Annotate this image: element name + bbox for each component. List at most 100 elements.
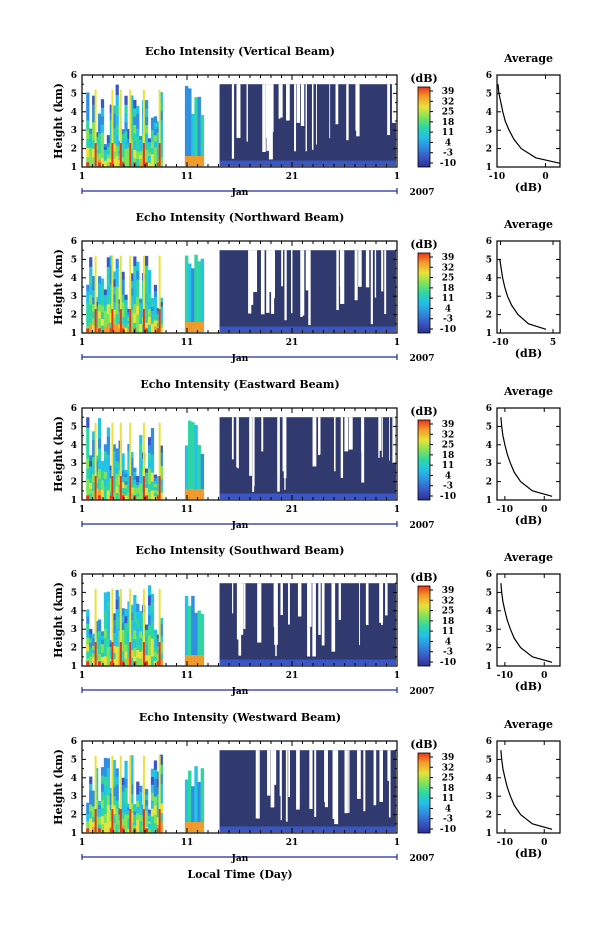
heatmap-gap <box>260 250 265 315</box>
average-y-tick-label: 1 <box>486 829 492 839</box>
heatmap-cell <box>115 816 119 825</box>
heatmap-fill <box>219 750 396 833</box>
heatmap-cell <box>89 471 93 478</box>
heatmap-cell <box>133 621 137 631</box>
heatmap-cell <box>100 311 105 319</box>
average-y-tick-label: 3 <box>486 292 492 302</box>
average-y-tick-label: 3 <box>486 792 492 802</box>
heatmap-cell <box>89 257 93 267</box>
heatmap-streak <box>119 476 122 500</box>
heatmap-cell <box>150 656 155 666</box>
heatmap-cell <box>184 654 189 666</box>
heatmap-cell <box>139 147 143 152</box>
heatmap-cell <box>145 141 149 150</box>
heatmap-cell <box>194 424 198 500</box>
heatmap-cell <box>106 591 111 602</box>
heatmap-cell <box>147 138 152 143</box>
colorbar-tick-label: 18 <box>442 784 455 794</box>
colorbar-tick-label: -3 <box>443 315 453 325</box>
heatmap-cell <box>147 645 152 656</box>
y-axis-label: Height (km) <box>52 249 65 325</box>
heatmap-cell <box>145 162 149 167</box>
heatmap-cell <box>115 590 119 600</box>
heatmap-cell <box>89 642 93 648</box>
heatmap-cell <box>86 284 90 291</box>
heatmap-cell <box>124 130 128 141</box>
heatmap-cell <box>92 649 96 654</box>
panel-title: Echo Intensity (Northward Beam) <box>136 211 345 224</box>
heatmap-cell <box>86 661 90 666</box>
y-tick-label: 1 <box>71 163 77 173</box>
average-y-tick-label: 4 <box>486 607 492 617</box>
heatmap-cell <box>130 302 134 311</box>
heatmap-cell <box>95 791 99 801</box>
heatmap-cell <box>100 823 105 833</box>
x-tick-label: 11 <box>181 172 194 182</box>
heatmap-gap <box>321 583 325 646</box>
heatmap-cell <box>112 814 116 824</box>
heatmap-cell <box>145 328 149 333</box>
average-x-label: (dB) <box>515 680 542 693</box>
heatmap-cell <box>100 132 105 142</box>
heatmap-cell <box>130 657 134 666</box>
heatmap-cell <box>159 485 163 493</box>
heatmap-cell <box>103 619 108 630</box>
heatmap-cell <box>145 133 149 142</box>
heatmap-gap <box>344 417 349 452</box>
heatmap-cell <box>103 785 108 796</box>
heatmap-cell <box>150 310 155 316</box>
heatmap-cell <box>133 157 137 167</box>
heatmap-cell <box>106 322 111 333</box>
heatmap-cell <box>95 471 99 478</box>
heatmap-cell <box>184 255 189 333</box>
heatmap-cell <box>130 612 134 621</box>
heatmap-cell <box>89 304 93 314</box>
heatmap-cell <box>200 654 205 666</box>
average-y-tick-label: 3 <box>486 459 492 469</box>
heatmap-gap <box>232 583 234 614</box>
heatmap-cell <box>106 158 111 163</box>
heatmap-streak <box>142 755 145 833</box>
colorbar-tick-label: 25 <box>442 607 455 617</box>
heatmap-cell <box>121 811 125 819</box>
heatmap-fill <box>219 417 396 500</box>
heatmap-cell <box>156 786 160 795</box>
heatmap-cell <box>95 816 99 825</box>
heatmap-cell <box>112 444 116 452</box>
heatmap-cell <box>100 494 105 500</box>
average-title: Average <box>503 52 553 65</box>
heatmap-cell <box>106 304 111 314</box>
heatmap-gap <box>354 250 358 301</box>
heatmap-cell <box>150 481 155 491</box>
heatmap-cell <box>150 638 155 648</box>
heatmap-cell <box>124 769 128 779</box>
heatmap-cell <box>124 122 128 132</box>
average-x-tick-label: 5 <box>550 338 556 348</box>
heatmap-cell <box>139 459 143 468</box>
heatmap-cell <box>124 787 128 797</box>
heatmap-cell <box>97 448 102 459</box>
heatmap-cell <box>103 444 108 452</box>
heatmap-gap <box>280 84 283 118</box>
heatmap-cell <box>139 797 143 804</box>
heatmap-cell <box>133 638 137 648</box>
heatmap-gap <box>236 417 239 468</box>
heatmap-cell <box>112 626 116 634</box>
heatmap-streak <box>129 89 132 167</box>
heatmap-cell <box>197 96 201 167</box>
heatmap-cell <box>109 652 113 657</box>
heatmap-cell <box>153 314 158 321</box>
x-tick-label: 11 <box>181 838 194 848</box>
heatmap-cell <box>97 800 102 806</box>
heatmap-cell <box>89 647 93 652</box>
heatmap-cell <box>150 117 155 125</box>
heatmap-cell <box>194 321 198 333</box>
heatmap-cell <box>130 457 134 465</box>
heatmap-cell <box>95 132 99 137</box>
heatmap-cell <box>133 265 137 276</box>
heatmap-cell <box>124 294 128 300</box>
heatmap-cell <box>127 810 131 815</box>
heatmap-cell <box>89 477 93 483</box>
year-label: 2007 <box>409 521 434 531</box>
heatmap-cell <box>106 138 111 144</box>
